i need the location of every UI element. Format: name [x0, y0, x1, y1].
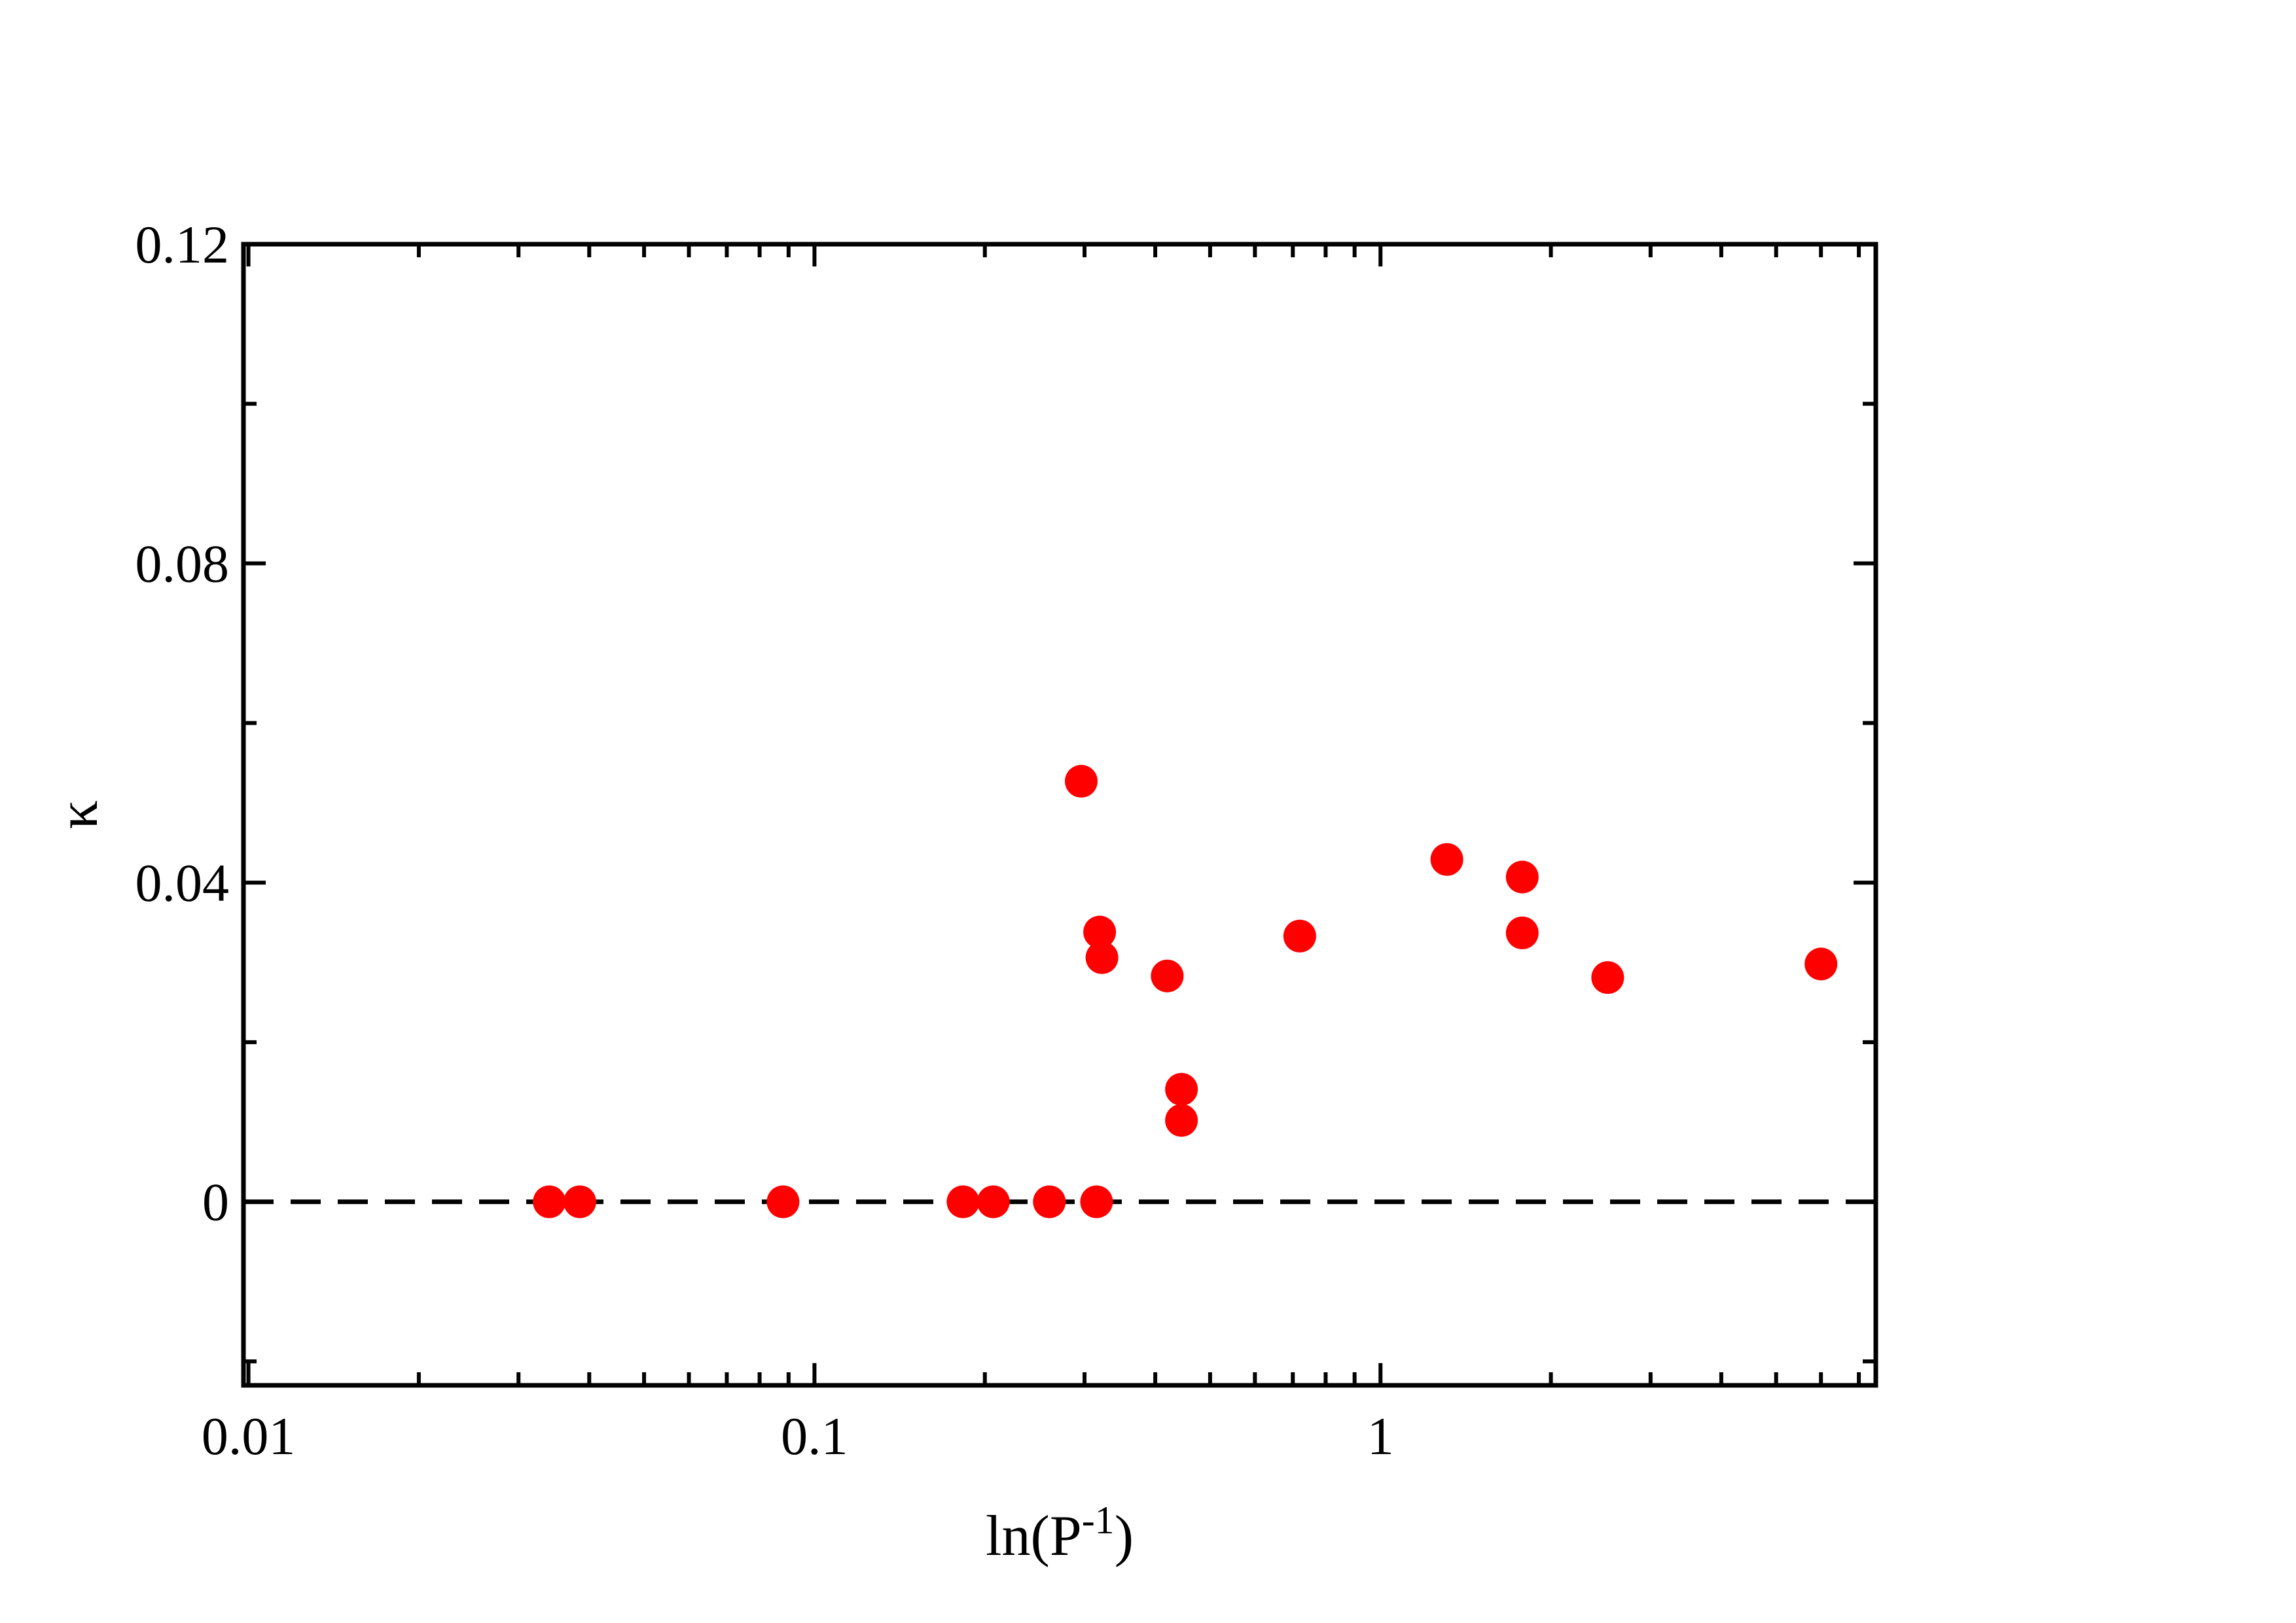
x-axis-title-main: ln(P	[986, 1504, 1082, 1568]
data-point	[1165, 1104, 1198, 1137]
data-point	[1505, 860, 1539, 894]
x-axis-title-superscript: -1	[1082, 1499, 1115, 1542]
data-point	[766, 1185, 800, 1218]
data-points	[533, 765, 1838, 1218]
data-point	[1151, 959, 1184, 993]
data-point	[1430, 843, 1463, 876]
x-tick-label: 0.1	[781, 1406, 848, 1466]
y-tick-label: 0.04	[135, 853, 230, 913]
data-point	[1505, 916, 1539, 949]
data-point	[1064, 765, 1098, 798]
data-point	[1591, 961, 1624, 994]
y-tick-label: 0	[202, 1173, 229, 1232]
x-axis-title-suffix: )	[1115, 1504, 1134, 1568]
x-tick-label: 0.01	[202, 1406, 296, 1466]
data-point	[1085, 941, 1119, 974]
x-tick-label: 1	[1367, 1406, 1394, 1466]
data-point	[1033, 1185, 1066, 1218]
data-point	[533, 1185, 566, 1218]
data-point	[1283, 919, 1316, 953]
data-point	[1804, 947, 1838, 981]
x-axis-title: ln(P-1)	[986, 1499, 1134, 1568]
x-tick-labels: 0.01 0.1 1	[202, 1406, 1394, 1466]
data-point	[1080, 1185, 1113, 1218]
plot-frame	[241, 242, 1878, 1388]
y-tick-labels: 0 0.04 0.08 0.12	[135, 215, 230, 1232]
data-point	[946, 1185, 980, 1218]
data-point	[1083, 915, 1117, 949]
data-point	[563, 1185, 596, 1218]
y-tick-label: 0.12	[135, 215, 230, 274]
data-point	[1165, 1072, 1198, 1106]
y-tick-label: 0.08	[135, 534, 230, 594]
y-axis-title: κ	[46, 800, 110, 829]
data-point	[977, 1185, 1010, 1218]
